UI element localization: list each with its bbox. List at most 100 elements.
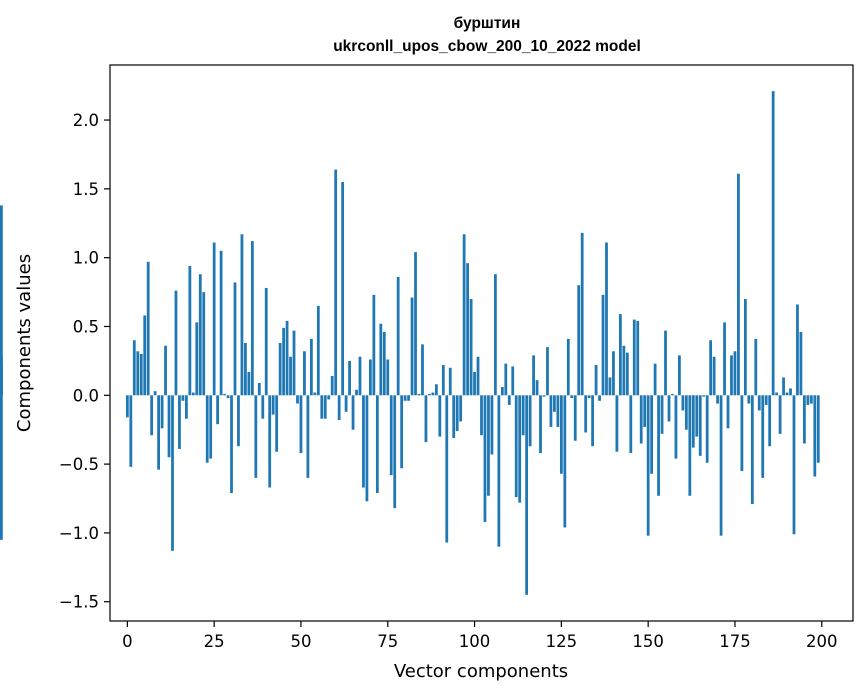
bar (750, 395, 754, 505)
bar (539, 395, 542, 454)
bar (219, 250, 223, 396)
y-tick-label: −0.5 (59, 455, 99, 474)
bar (289, 356, 292, 396)
bar (382, 331, 386, 396)
bar (261, 395, 265, 419)
bar (348, 360, 351, 396)
bar (691, 395, 695, 448)
bar (198, 274, 202, 396)
bar (414, 252, 417, 396)
bar (365, 395, 369, 502)
bar (605, 242, 608, 396)
bar (462, 234, 466, 396)
bar (254, 395, 258, 478)
bar (202, 292, 206, 396)
bar (747, 395, 751, 404)
bar (563, 395, 567, 528)
bar (521, 395, 525, 436)
bar (757, 395, 761, 411)
bar (733, 351, 737, 396)
bar (362, 395, 365, 488)
bar (143, 315, 147, 396)
bar (285, 320, 289, 396)
bar (532, 355, 535, 396)
bar (660, 395, 664, 434)
bar (129, 395, 133, 467)
bar (146, 261, 150, 396)
plot-frame (109, 64, 854, 622)
bar (445, 395, 449, 543)
bar (459, 395, 463, 422)
bar (761, 395, 765, 478)
bar (514, 395, 518, 498)
bar (664, 330, 667, 396)
y-tick-label: −1.5 (59, 593, 99, 612)
bar (434, 384, 438, 396)
bar (230, 395, 233, 494)
bar (178, 395, 181, 449)
bar (813, 395, 817, 477)
bar (542, 395, 546, 397)
chart-subtitle: ukrconll_upos_cbow_200_10_2022 model (333, 38, 641, 55)
bar (330, 376, 334, 396)
bar (504, 363, 508, 396)
bar (500, 387, 504, 396)
bar (264, 287, 268, 396)
bar (320, 395, 324, 419)
bar (257, 382, 261, 396)
y-tick-label: 0.0 (73, 386, 99, 405)
bar (323, 395, 327, 419)
bar (528, 395, 532, 447)
bar (160, 395, 164, 429)
bar (136, 351, 140, 396)
bar (271, 395, 275, 415)
bar (587, 395, 591, 399)
bar (337, 395, 341, 421)
bar (594, 365, 598, 396)
x-tick-label: 150 (632, 632, 664, 651)
bar (191, 392, 195, 396)
x-tick-label: 100 (459, 632, 491, 651)
bar (480, 395, 483, 436)
bar (768, 395, 772, 447)
bar (306, 395, 310, 478)
bar (525, 395, 529, 595)
bar (278, 343, 282, 396)
bar (313, 392, 317, 396)
bar (153, 391, 157, 396)
bar (782, 377, 785, 396)
bar (709, 340, 713, 396)
bar (379, 323, 383, 396)
x-tick-label: 50 (290, 632, 311, 651)
bar (629, 395, 633, 454)
bar (0, 205, 3, 396)
bar (417, 393, 421, 396)
bar (809, 395, 813, 404)
bar (164, 345, 167, 396)
bar (125, 395, 129, 418)
bar (303, 351, 306, 396)
bar (716, 395, 719, 404)
bar (789, 388, 792, 396)
bar (431, 392, 435, 396)
bar (139, 354, 143, 396)
bar (421, 344, 424, 396)
bar (778, 395, 782, 434)
bar (240, 234, 244, 396)
bar (466, 263, 469, 396)
bar (608, 377, 612, 396)
bar (618, 314, 622, 396)
bar (476, 356, 480, 396)
x-tick-label: 200 (806, 632, 838, 651)
bar (205, 395, 209, 463)
bar (580, 232, 584, 396)
bar (806, 395, 810, 405)
bar (719, 395, 723, 536)
x-tick-label: 175 (719, 632, 751, 651)
bar (743, 298, 747, 396)
bar (309, 338, 313, 396)
bar (296, 395, 299, 404)
x-tick-label: 25 (204, 632, 225, 651)
bar (566, 338, 570, 396)
